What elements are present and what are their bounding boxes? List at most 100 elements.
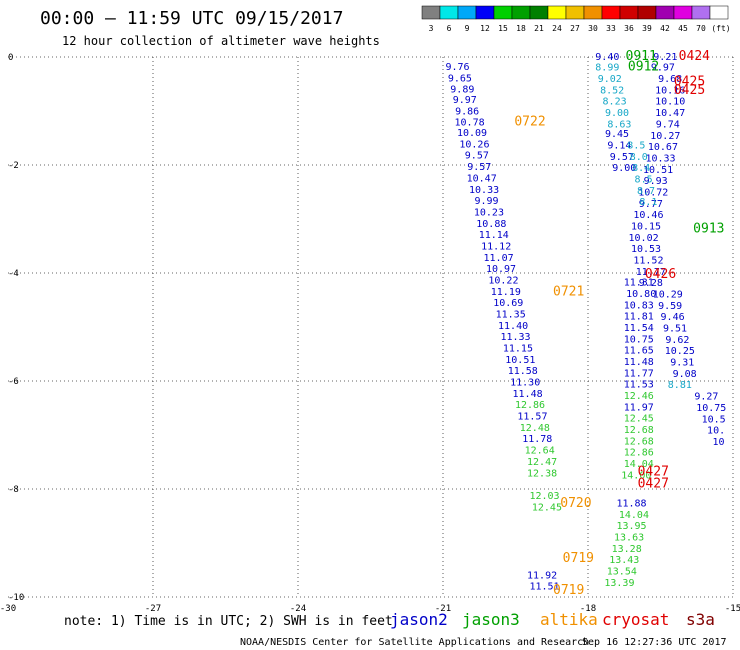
data-point-label: 12.03 (529, 491, 559, 502)
data-point-label: 10.25 (665, 346, 695, 357)
data-point-label: 10.23 (474, 207, 504, 218)
footer-timestamp: Sep 16 12:27:36 UTC 2017 (582, 637, 727, 648)
data-point-label: 10.51 (505, 355, 535, 366)
data-point-label: 11.48 (513, 389, 543, 400)
data-point-label: 9.31 (670, 358, 694, 369)
data-point-label: 0913 (693, 222, 724, 237)
y-tick-label: -10 (8, 593, 24, 603)
colorbar-label: 45 (678, 24, 688, 33)
data-point-label: 14.00 (621, 470, 651, 481)
data-point-label: 13.54 (607, 567, 637, 578)
colorbar-label: (ft) (711, 24, 730, 33)
data-point-label: 10.75 (696, 403, 726, 414)
data-point-label: 11.35 (496, 310, 526, 321)
data-point-label: 9.08 (673, 369, 697, 380)
data-point-label: 10.29 (653, 290, 683, 301)
data-point-label: 10.75 (624, 334, 654, 345)
data-point-label: 8.52 (600, 85, 624, 96)
data-point-label: 9.93 (644, 176, 668, 187)
data-point-label: 9.57 (465, 151, 489, 162)
colorbar-label: 9 (465, 24, 470, 33)
colorbar-label: 18 (516, 24, 526, 33)
data-point-label: 10.27 (650, 131, 680, 142)
data-point-label: 0427 (638, 477, 669, 492)
data-point-label: 12.68 (624, 425, 654, 436)
data-point-label: 0427 (638, 465, 669, 480)
data-point-label: 8.4 (632, 163, 650, 174)
data-marks: 9.769.659.899.979.8610.7810.0910.269.579… (445, 49, 726, 598)
data-point-label: 10.02 (629, 233, 659, 244)
data-point-label: 10.46 (633, 210, 663, 221)
data-point-label: 8.5 (627, 140, 645, 151)
data-point-label: 8.63 (607, 119, 631, 130)
colorbar-swatch (601, 5, 621, 20)
data-point-label: 10.88 (476, 219, 506, 230)
data-point-label: 9.46 (661, 312, 685, 323)
data-point-label: 13.63 (614, 533, 644, 544)
colorbar-swatch (529, 5, 549, 20)
data-point-label: 11.58 (508, 366, 538, 377)
data-point-label: 9.00 (612, 163, 636, 174)
data-point-label: 9.89 (450, 84, 474, 95)
colorbar-label: 12 (480, 24, 490, 33)
y-tick-label: -8 (8, 485, 19, 495)
chart-title: 00:00 – 11:59 UTC 09/15/2017 (40, 8, 343, 29)
data-point-label: 9.57 (610, 152, 634, 163)
data-point-label: 0911 (626, 49, 657, 64)
data-point-label: 11.40 (498, 321, 528, 332)
data-point-label: 9.57 (467, 162, 491, 173)
data-point-label: 10.53 (631, 244, 661, 255)
colorbar: 3 6 9 12 15 18 21 24 27 30 33 36 39 42 45 70 (ft) (421, 5, 731, 33)
data-point-label: 11.14 (479, 230, 509, 241)
colorbar-label: 30 (588, 24, 598, 33)
x-tick-label: -18 (580, 604, 596, 614)
data-point-label: 11.19 (491, 287, 521, 298)
data-point-label: 10.5 (702, 414, 726, 425)
colorbar-swatch (637, 5, 657, 20)
data-point-label: 0719 (563, 551, 594, 566)
data-point-label: 10.72 (638, 187, 668, 198)
data-point-label: 12.38 (527, 468, 557, 479)
data-point-label: 12.45 (624, 414, 654, 425)
data-point-label: 9.97 (651, 63, 675, 74)
data-point-label: 9.02 (598, 74, 622, 85)
data-point-label: 8.0 (630, 152, 648, 163)
data-point-label: 11.78 (522, 434, 552, 445)
data-point-label: 9.00 (605, 108, 629, 119)
legend: jason2 jason3 altika cryosat s3a (390, 610, 715, 629)
data-point-label: 9.14 (607, 140, 631, 151)
footer-note: note: 1) Time is in UTC; 2) SWH is in fe… (64, 614, 393, 629)
data-point-label: 13.95 (616, 521, 646, 532)
data-point-label: 9.97 (453, 95, 477, 106)
data-point-label: 8.1 (639, 197, 657, 208)
data-point-label: 9.27 (694, 392, 718, 403)
colorbar-swatch (709, 5, 729, 20)
data-point-label: 12.47 (527, 457, 557, 468)
plot-area: -30 -27 -24 -21 -18 -15 0 -2 -4 -6 -8 -10 9.769.65… (0, 49, 740, 614)
data-point-label: 0722 (514, 114, 545, 129)
legend-item-altika: altika (540, 610, 598, 629)
x-tick-label: -27 (145, 604, 161, 614)
colorbar-swatch (493, 5, 513, 20)
colorbar-label: 39 (642, 24, 652, 33)
data-point-label: 12.86 (624, 448, 654, 459)
data-point-label: 11.52 (633, 256, 663, 267)
x-tick-label: -24 (290, 604, 306, 614)
data-point-label: 8.81 (668, 380, 692, 391)
data-point-label: 10.69 (493, 298, 523, 309)
colorbar-label: 24 (552, 24, 562, 33)
data-point-label: 9.45 (605, 129, 629, 140)
data-point-label: 8.5 (635, 175, 653, 186)
y-tick-label: 0 (8, 53, 13, 63)
colorbar-swatch (421, 5, 441, 20)
data-point-label: 12.86 (515, 400, 545, 411)
data-point-label: 11.54 (624, 323, 654, 334)
data-point-label: 11.48 (624, 357, 654, 368)
data-point-label: 11.88 (616, 499, 646, 510)
data-point-label: 12.48 (520, 423, 550, 434)
colorbar-label: 3 (429, 24, 434, 33)
data-point-label: 9.40 (595, 52, 619, 63)
data-point-label: 9.65 (448, 74, 472, 85)
data-point-label: 11.33 (500, 332, 530, 343)
